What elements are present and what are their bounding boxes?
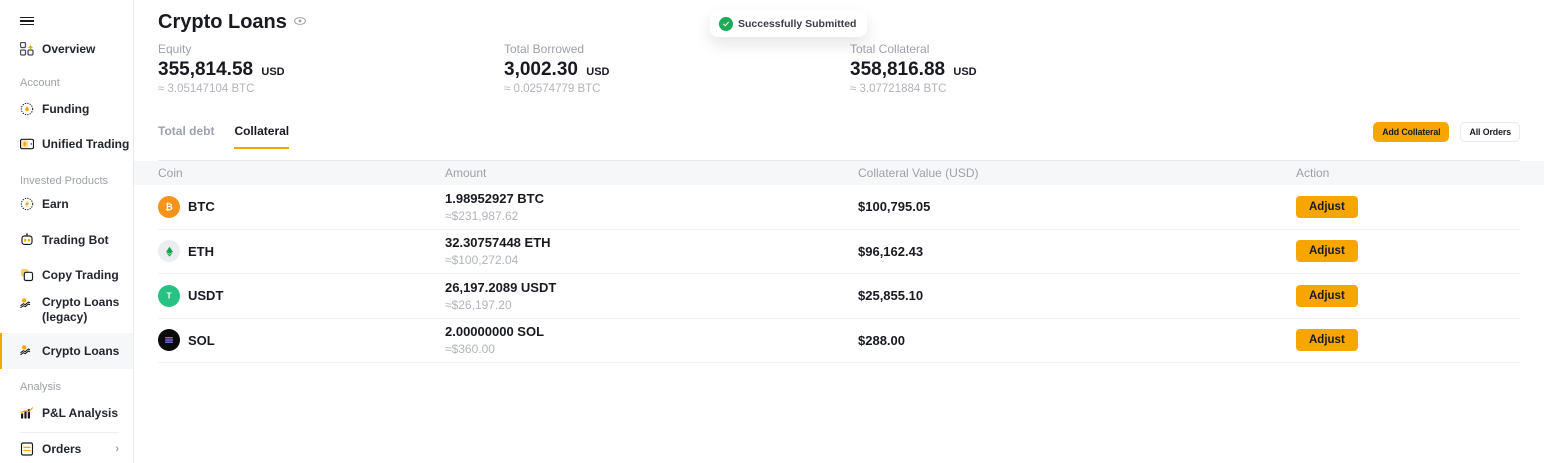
svg-text:T: T [166, 290, 171, 300]
svg-text:₿: ₿ [165, 202, 173, 212]
